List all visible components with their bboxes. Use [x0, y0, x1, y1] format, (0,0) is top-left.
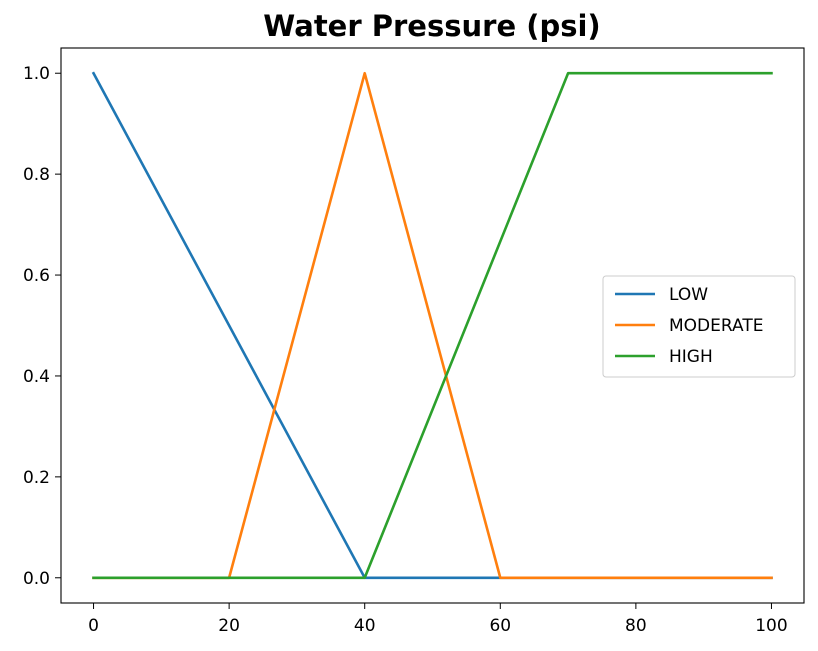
legend-label-low: LOW	[669, 285, 708, 305]
legend: LOW MODERATE HIGH	[602, 275, 796, 378]
plot-area	[91, 71, 773, 580]
x-tick-label: 60	[489, 616, 511, 636]
axes-frame	[60, 47, 805, 604]
axes: 0 20 40 60 80 100 0.0 0.2 0.4 0.6 0.8 1.0	[23, 47, 805, 636]
x-tick-label: 40	[354, 616, 376, 636]
x-tick-label: 20	[218, 616, 240, 636]
y-tick-label: 0.8	[23, 165, 50, 185]
chart-title: Water Pressure (psi)	[263, 9, 600, 43]
legend-label-moderate: MODERATE	[669, 316, 763, 336]
x-tick-label: 100	[755, 616, 787, 636]
y-tick-label: 0.6	[23, 266, 50, 286]
y-tick-label: 1.0	[23, 64, 50, 84]
y-tick-label: 0.0	[23, 569, 50, 589]
y-tick-label: 0.2	[23, 468, 50, 488]
series-line-high	[92, 71, 773, 580]
x-tick-label: 0	[88, 616, 99, 636]
y-tick-label: 0.4	[23, 367, 50, 387]
x-tick-label: 80	[625, 616, 647, 636]
legend-box	[602, 275, 796, 378]
legend-label-high: HIGH	[669, 347, 713, 367]
